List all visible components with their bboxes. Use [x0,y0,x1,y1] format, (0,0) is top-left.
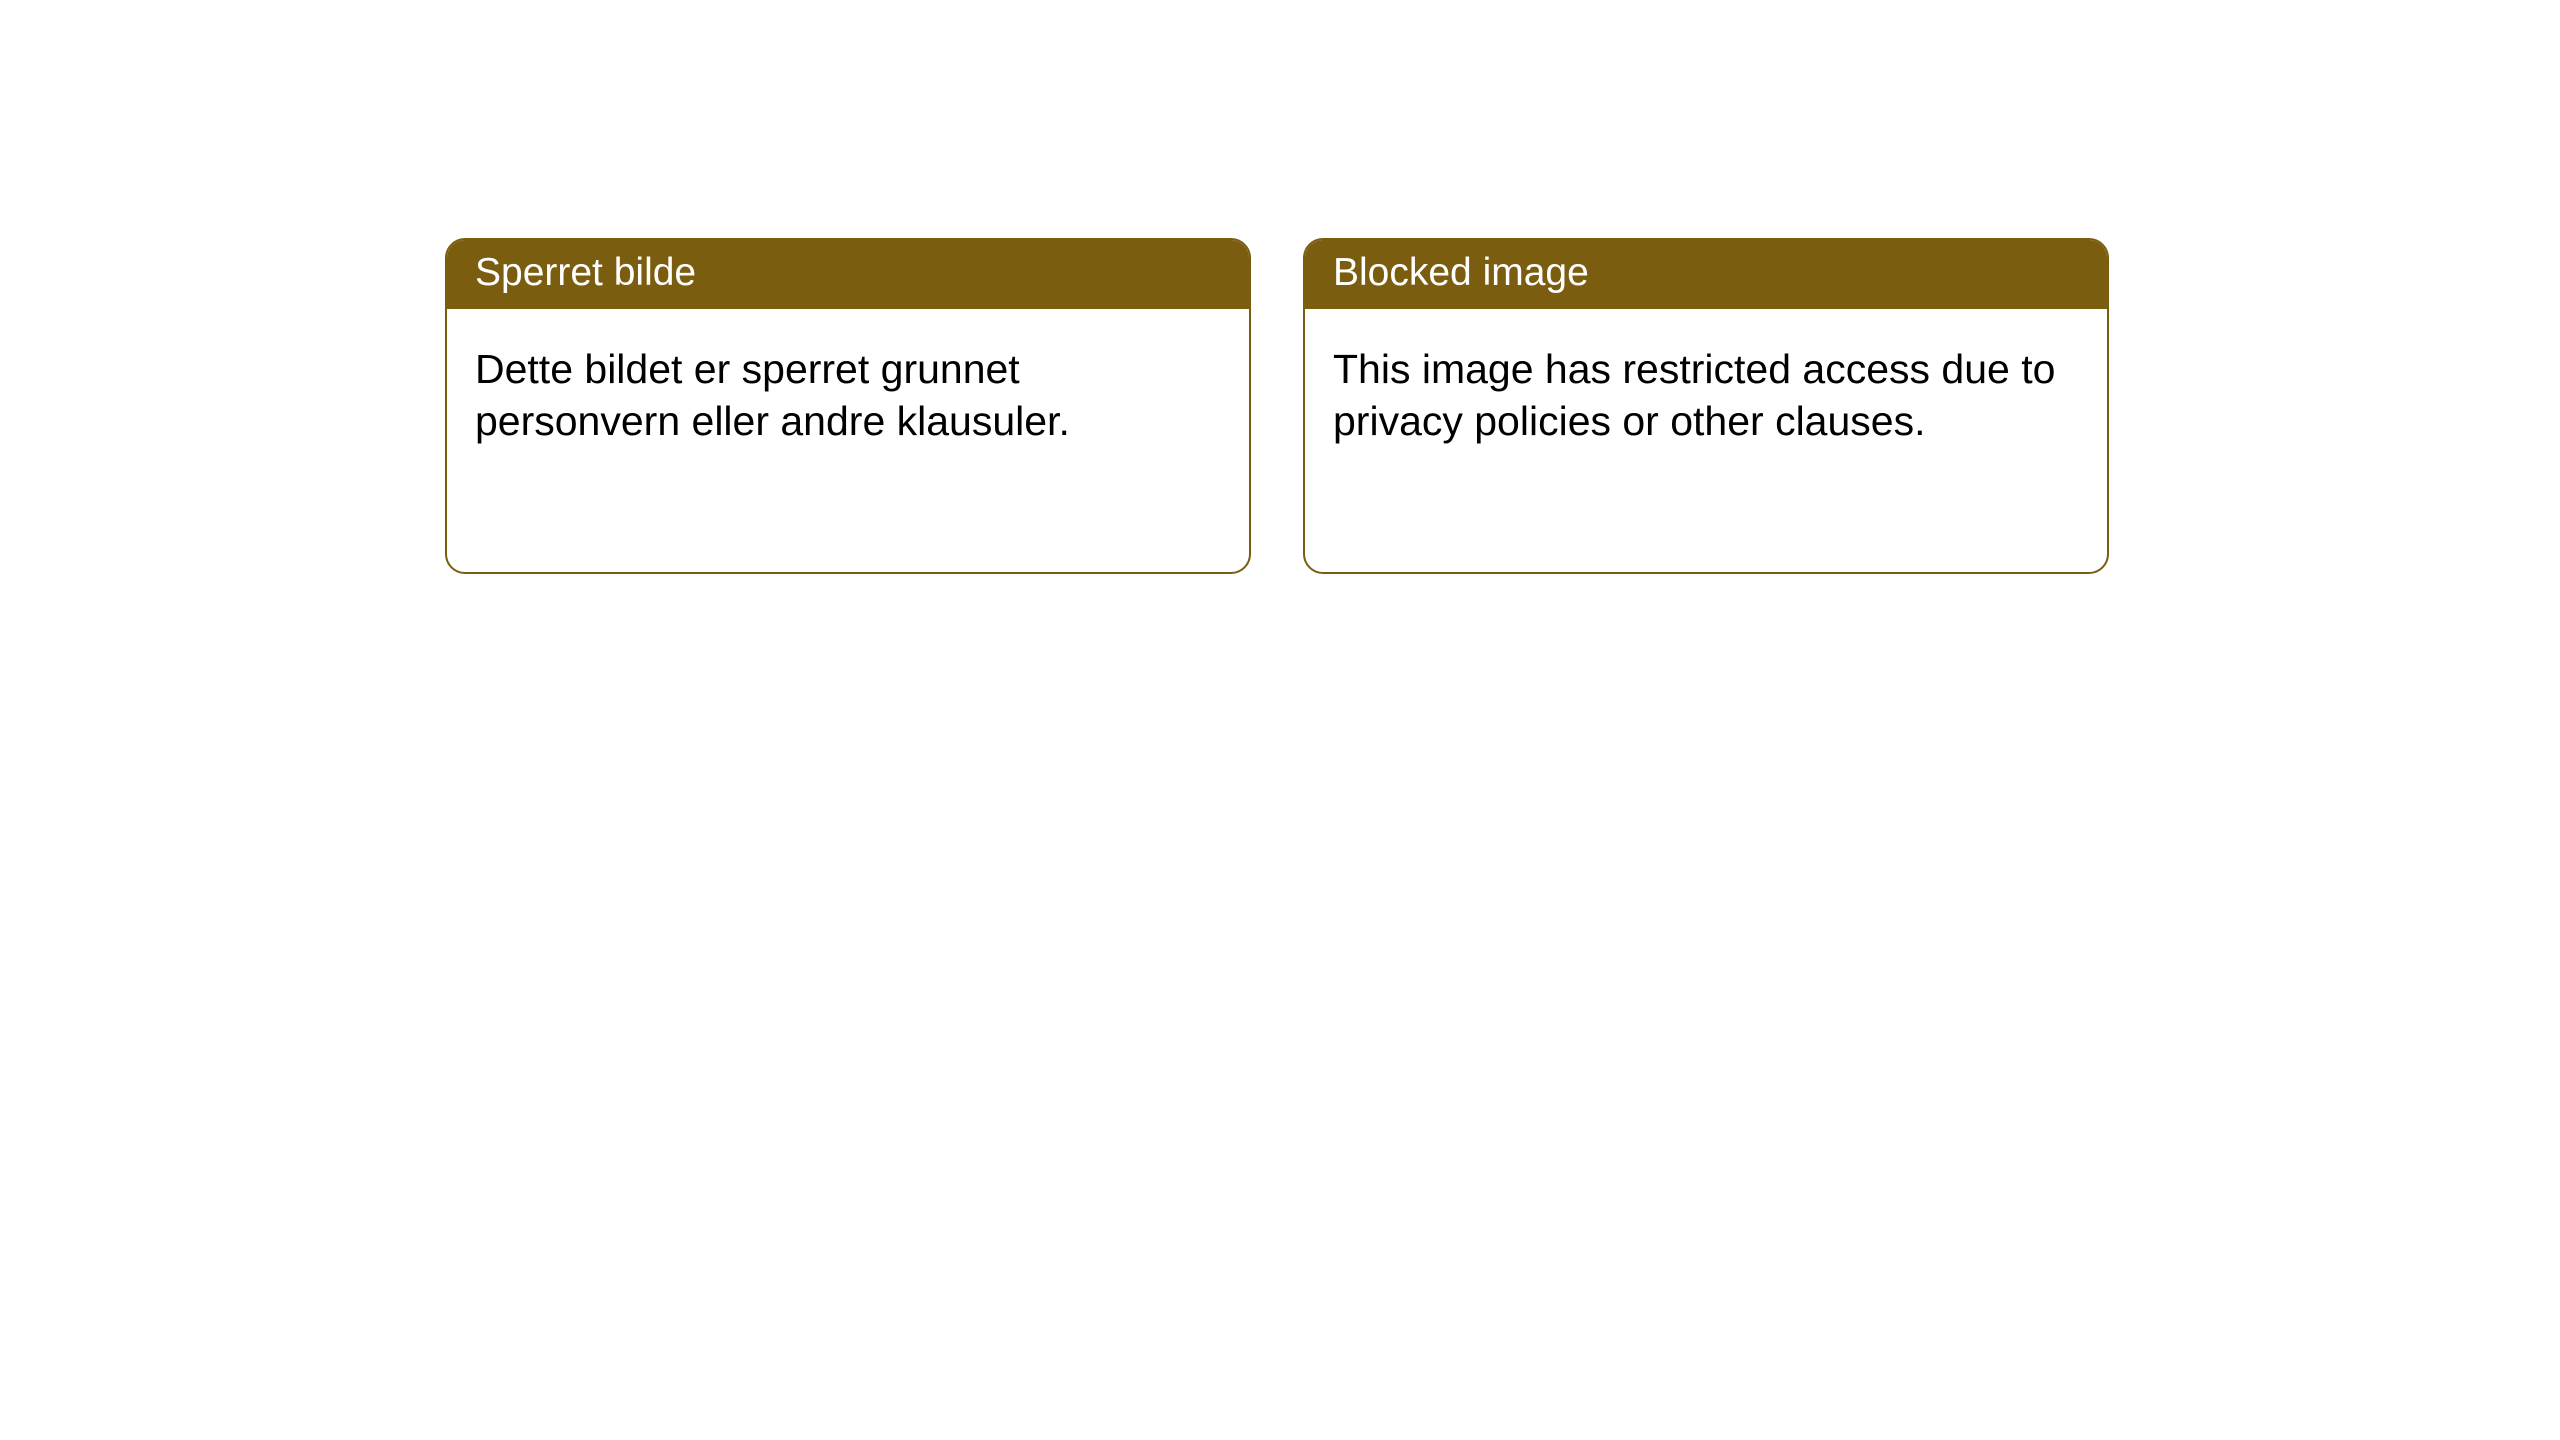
card-body: Dette bildet er sperret grunnet personve… [447,309,1249,468]
card-body-text: This image has restricted access due to … [1333,346,2055,444]
card-header: Sperret bilde [447,240,1249,309]
notice-card-english: Blocked image This image has restricted … [1303,238,2109,574]
card-title: Blocked image [1333,251,1589,294]
notice-card-norwegian: Sperret bilde Dette bildet er sperret gr… [445,238,1251,574]
card-header: Blocked image [1305,240,2107,309]
card-body: This image has restricted access due to … [1305,309,2107,468]
card-body-text: Dette bildet er sperret grunnet personve… [475,346,1070,444]
notice-container: Sperret bilde Dette bildet er sperret gr… [0,0,2560,574]
card-title: Sperret bilde [475,251,696,294]
